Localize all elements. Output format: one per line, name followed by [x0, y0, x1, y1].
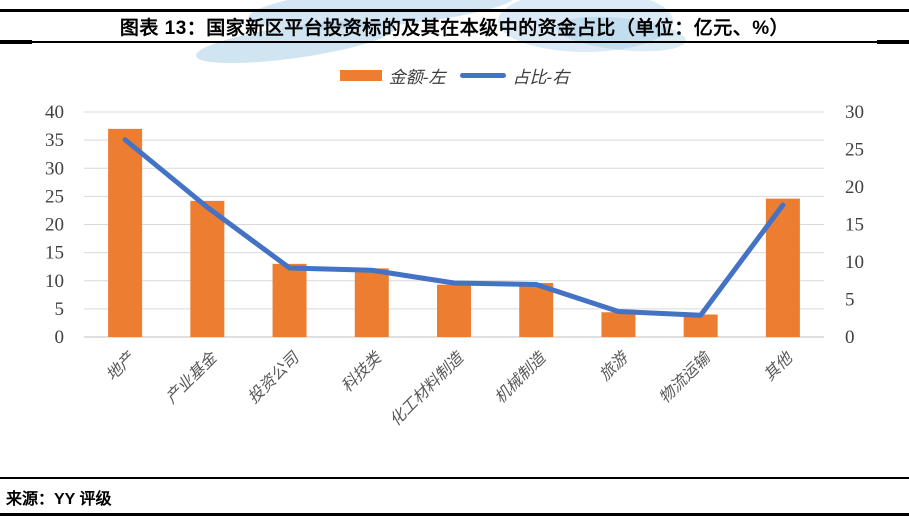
right-axis-tick: 10	[845, 252, 864, 273]
bar-4	[437, 284, 471, 337]
left-axis-tick: 40	[45, 102, 64, 123]
figure-title: 图表 13：国家新区平台投资标的及其在本级中的资金占比（单位：亿元、%）	[119, 18, 790, 39]
bar-6	[601, 312, 636, 337]
top-rule	[0, 9, 909, 12]
bar-7	[683, 314, 718, 337]
right-axis-tick: 20	[845, 177, 864, 198]
category-label: 物流运输	[655, 347, 715, 407]
line-series	[122, 137, 786, 318]
left-axis-tick: 20	[45, 215, 64, 236]
left-axis-tick: 15	[45, 243, 64, 264]
left-axis-tick: 5	[55, 299, 65, 320]
combo-chart: 0 5 10 15 20 25 30 35 40 0 5 10 15 20 25 30 地产 产业基金 投资公司 科技…	[45, 102, 864, 430]
line-series-swatch-icon	[459, 73, 506, 78]
bar-3	[354, 268, 389, 337]
bar-5	[519, 283, 554, 337]
right-axis-tick: 30	[845, 102, 864, 123]
legend-item-ratio: 占比-右	[459, 63, 570, 88]
left-axis-tick: 35	[45, 130, 64, 151]
left-axis-tick: 30	[45, 158, 64, 179]
bar-0	[108, 128, 143, 337]
right-axis-tick: 25	[845, 140, 864, 161]
left-axis-tick: 10	[45, 271, 64, 292]
bar-2	[272, 263, 307, 337]
rule-end-cap	[877, 40, 909, 44]
bar-series-swatch-icon	[339, 70, 382, 81]
bar-1	[190, 200, 225, 337]
watermark-blob	[498, 0, 673, 52]
right-axis-tick: 5	[845, 290, 855, 311]
category-label: 投资公司	[244, 347, 304, 407]
legend-item-amount: 金额-左	[339, 63, 446, 88]
title-underline-rule	[0, 41, 909, 43]
category-label: 旅游	[595, 346, 633, 384]
bottom-rule	[0, 513, 909, 516]
category-label: 产业基金	[161, 347, 221, 407]
rule-end-cap	[0, 40, 32, 44]
left-axis-tick: 0	[55, 327, 65, 348]
category-label: 地产	[102, 347, 139, 384]
category-label: 科技类	[337, 347, 386, 396]
legend-label: 金额-左	[388, 68, 446, 88]
legend-label: 占比-右	[512, 68, 570, 88]
right-axis-tick: 0	[845, 327, 855, 348]
right-axis-tick: 15	[845, 215, 864, 236]
left-axis-tick: 25	[45, 186, 64, 207]
chart-legend: 金额-左 占比-右	[0, 63, 909, 88]
footer-top-rule	[0, 477, 909, 479]
category-label: 化工材料制造	[386, 347, 469, 430]
category-label: 其他	[760, 347, 797, 384]
source-note: 来源：YY 评级	[6, 491, 112, 508]
category-label: 机械制造	[490, 347, 550, 407]
